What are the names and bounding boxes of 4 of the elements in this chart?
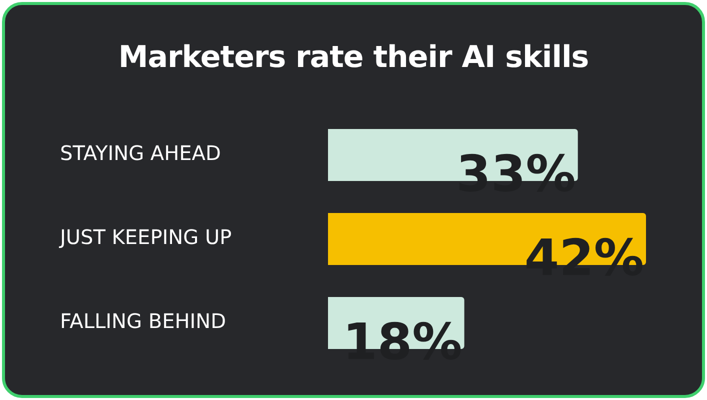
y-tick-label: FALLING BEHIND [60,309,226,334]
y-tick-label: JUST KEEPING UP [58,225,232,250]
chart-title: Marketers rate their AI skills [117,40,590,75]
y-tick-label: STAYING AHEAD [60,141,221,166]
